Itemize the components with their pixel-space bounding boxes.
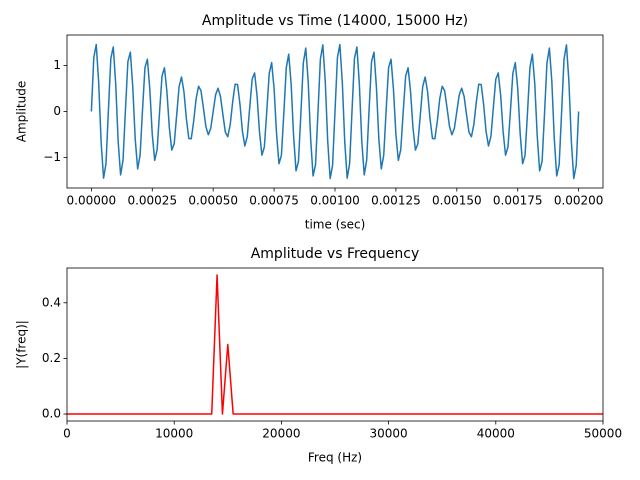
data-line	[90, 43, 580, 180]
x-tick-label: 0.00200	[554, 194, 604, 208]
y-tick-label: 0.4	[42, 295, 61, 309]
x-tick-label: 0.00125	[371, 194, 421, 208]
x-tick-label: 0.00175	[493, 194, 543, 208]
x-tick-label: 0.00000	[67, 194, 117, 208]
x-tick-label: 0.00100	[310, 194, 360, 208]
y-axis-label: Amplitude	[15, 81, 29, 143]
x-tick-label: 30000	[370, 427, 408, 441]
x-tick-label: 0	[63, 427, 71, 441]
x-axis-label: Freq (Hz)	[308, 451, 362, 465]
y-tick-label: 1	[53, 58, 61, 72]
axes-frame	[66, 267, 604, 422]
x-tick-label: 0.00075	[249, 194, 299, 208]
axes-frame	[66, 34, 604, 189]
x-tick-label: 10000	[155, 427, 193, 441]
chart-title: Amplitude vs Time (14000, 15000 Hz)	[202, 13, 468, 29]
y-tick-label: 0.2	[42, 351, 61, 365]
x-axis-label: time (sec)	[305, 218, 366, 232]
x-tick-label: 0.00050	[188, 194, 238, 208]
y-axis-label: |Y(freq)|	[15, 320, 29, 369]
x-tick-label: 40000	[477, 427, 515, 441]
x-tick-label: 20000	[262, 427, 300, 441]
x-tick-label: 0.00150	[432, 194, 482, 208]
chart-title: Amplitude vs Frequency	[251, 246, 420, 262]
x-tick-label: 50000	[584, 427, 622, 441]
y-tick-label: 0.0	[42, 407, 61, 421]
y-tick-label: −1	[43, 150, 61, 164]
y-tick-label: 0	[53, 104, 61, 118]
x-tick-label: 0.00025	[127, 194, 177, 208]
data-line	[67, 274, 603, 415]
